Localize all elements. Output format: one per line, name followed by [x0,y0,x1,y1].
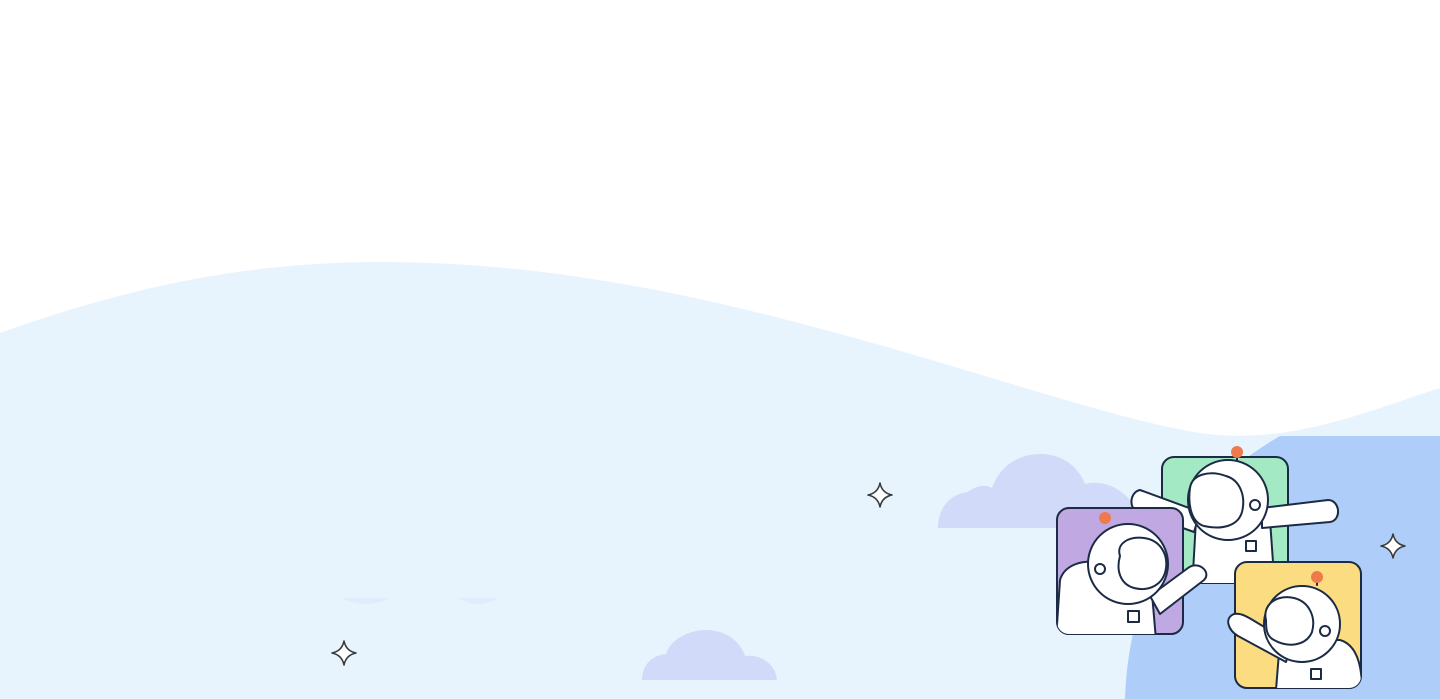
astronaut-purple [1056,507,1208,635]
cloud-icon [642,630,777,680]
faint-mark [342,598,390,604]
sparkle-icon [331,640,357,666]
faint-mark [458,598,498,604]
sparkle-icon [867,482,893,508]
astronaut-yellow [1227,561,1362,689]
sparkle-icon [1380,533,1406,559]
astronaut-green [1130,446,1339,584]
